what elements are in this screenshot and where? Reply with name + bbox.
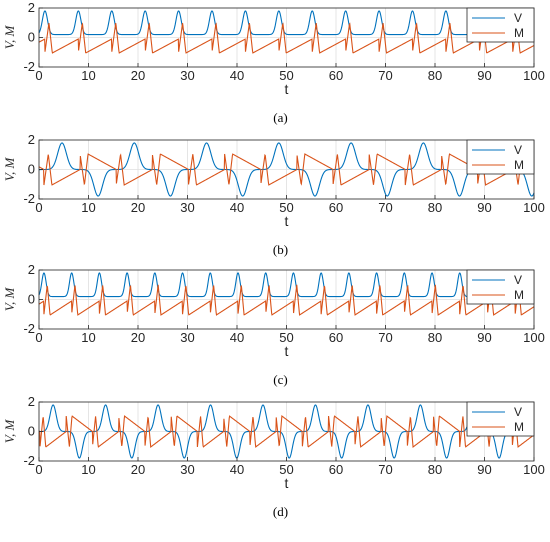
- series-line-V: [38, 272, 534, 298]
- subplot-caption: (c): [273, 372, 287, 387]
- x-tick-label: 50: [279, 330, 293, 345]
- y-tick-label: 0: [28, 30, 35, 45]
- x-tick-label: 10: [81, 200, 95, 215]
- legend: VM: [466, 401, 535, 437]
- legend-box: [466, 401, 535, 437]
- x-tick-label: 30: [180, 330, 194, 345]
- x-tick-label: 0: [35, 68, 42, 83]
- x-tick-label: 60: [329, 68, 343, 83]
- y-tick-label: 2: [28, 0, 35, 15]
- legend-label-V: V: [514, 273, 522, 287]
- x-tick-label: 40: [230, 462, 244, 477]
- x-tick-label: 40: [230, 68, 244, 83]
- x-tick-label: 80: [428, 200, 442, 215]
- legend: VM: [466, 7, 535, 43]
- x-tick-label: 20: [131, 330, 145, 345]
- series-line-V: [38, 142, 535, 197]
- x-tick-label: 100: [523, 200, 545, 215]
- legend: VM: [466, 269, 535, 305]
- y-tick-label: 2: [28, 132, 35, 147]
- x-tick-label: 10: [81, 68, 95, 83]
- x-tick-label: 100: [523, 68, 545, 83]
- y-tick-label: -2: [23, 453, 35, 468]
- y-tick-label: -2: [23, 59, 35, 74]
- x-tick-label: 70: [378, 462, 392, 477]
- x-tick-label: 60: [329, 462, 343, 477]
- x-tick-label: 80: [428, 68, 442, 83]
- y-tick-label: 2: [28, 262, 35, 277]
- y-tick-label: 2: [28, 394, 35, 409]
- x-axis-label: t: [285, 81, 289, 97]
- legend-label-V: V: [514, 11, 522, 25]
- x-tick-label: 80: [428, 462, 442, 477]
- x-tick-label: 90: [477, 462, 491, 477]
- x-tick-label: 0: [35, 200, 42, 215]
- subplot-caption: (d): [273, 504, 288, 519]
- legend-label-M: M: [514, 158, 524, 172]
- x-tick-label: 70: [378, 330, 392, 345]
- x-axis-label: t: [285, 475, 289, 491]
- series-line-M: [38, 22, 535, 54]
- x-tick-label: 20: [131, 200, 145, 215]
- x-tick-label: 100: [523, 462, 545, 477]
- x-tick-label: 100: [523, 330, 545, 345]
- x-tick-label: 90: [477, 330, 491, 345]
- x-tick-label: 60: [329, 330, 343, 345]
- legend-box: [466, 7, 535, 43]
- legend-box: [466, 269, 535, 305]
- x-tick-label: 30: [180, 68, 194, 83]
- y-axis-label: V, M: [2, 25, 17, 50]
- x-tick-label: 50: [279, 68, 293, 83]
- y-axis-label: V, M: [2, 287, 17, 312]
- x-tick-label: 10: [81, 330, 95, 345]
- y-tick-label: 0: [28, 292, 35, 307]
- x-tick-label: 30: [180, 200, 194, 215]
- series-line-M: [38, 414, 535, 449]
- legend-label-M: M: [514, 288, 524, 302]
- subplot-caption: (a): [273, 110, 287, 125]
- legend-label-M: M: [514, 420, 524, 434]
- x-axis-label: t: [285, 213, 289, 229]
- x-tick-label: 40: [230, 330, 244, 345]
- series-line-M: [38, 153, 535, 186]
- x-tick-label: 70: [378, 68, 392, 83]
- legend: VM: [466, 139, 535, 175]
- legend-label-M: M: [514, 26, 524, 40]
- x-tick-label: 20: [131, 68, 145, 83]
- x-tick-label: 70: [378, 200, 392, 215]
- y-axis-label: V, M: [2, 157, 17, 182]
- x-tick-label: 80: [428, 330, 442, 345]
- legend-label-V: V: [514, 405, 522, 419]
- x-tick-label: 50: [279, 462, 293, 477]
- y-tick-label: 0: [28, 162, 35, 177]
- y-axis-label: V, M: [2, 419, 17, 444]
- series-line-V: [38, 404, 535, 459]
- legend-box: [466, 139, 535, 175]
- series-line-M: [38, 284, 535, 316]
- y-tick-label: -2: [23, 191, 35, 206]
- x-axis-label: t: [285, 343, 289, 359]
- x-tick-label: 90: [477, 68, 491, 83]
- x-tick-label: 0: [35, 462, 42, 477]
- x-tick-label: 40: [230, 200, 244, 215]
- x-tick-label: 10: [81, 462, 95, 477]
- x-tick-label: 30: [180, 462, 194, 477]
- y-tick-label: -2: [23, 321, 35, 336]
- subplot-caption: (b): [273, 242, 288, 257]
- x-tick-label: 60: [329, 200, 343, 215]
- x-tick-label: 50: [279, 200, 293, 215]
- y-tick-label: 0: [28, 424, 35, 439]
- x-tick-label: 0: [35, 330, 42, 345]
- x-tick-label: 90: [477, 200, 491, 215]
- legend-label-V: V: [514, 143, 522, 157]
- x-tick-label: 20: [131, 462, 145, 477]
